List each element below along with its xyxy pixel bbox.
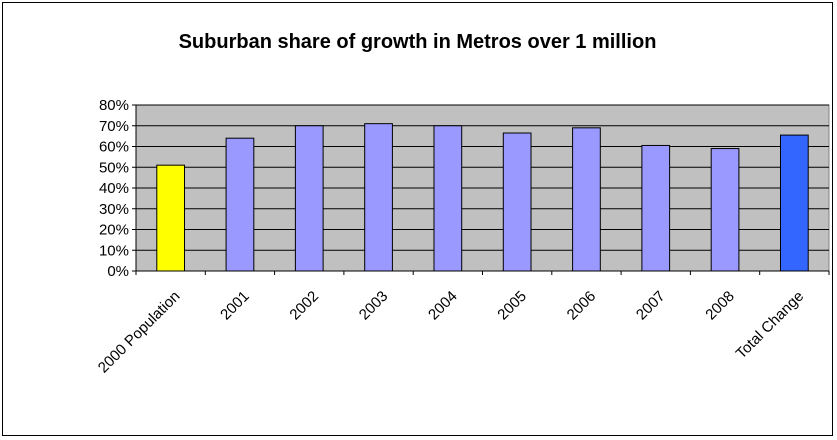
y-tick-label: 70%: [99, 118, 129, 135]
bar: [225, 137, 255, 272]
bar: [572, 127, 601, 272]
y-tick-label: 80%: [99, 97, 129, 114]
bar: [641, 144, 671, 272]
x-tick-label: 2005: [494, 288, 530, 324]
y-tick-label: 60%: [99, 139, 129, 156]
x-tick-label: 2008: [702, 288, 738, 324]
x-tick-label: Total Change: [733, 288, 808, 363]
bar: [433, 125, 463, 272]
x-tick-label: 2002: [286, 288, 322, 324]
x-tick-label: 2000 Population: [95, 288, 184, 377]
y-tick-label: 30%: [99, 201, 129, 218]
bar: [502, 132, 532, 272]
x-tick-label: 2004: [425, 288, 461, 324]
x-tick-label: 2003: [356, 288, 392, 324]
y-tick-label: 10%: [99, 242, 129, 259]
y-tick-label: 20%: [99, 222, 129, 239]
bar: [364, 123, 393, 272]
bar: [294, 125, 324, 272]
y-tick-label: 0%: [107, 263, 129, 280]
bar: [710, 148, 740, 272]
bar: [779, 134, 809, 272]
y-tick-label: 40%: [99, 180, 129, 197]
chart-title: Suburban share of growth in Metros over …: [178, 31, 657, 53]
y-tick-label: 50%: [99, 159, 129, 176]
x-tick-label: 2001: [217, 288, 253, 324]
x-tick-label: 2007: [633, 288, 669, 324]
bar: [156, 164, 186, 272]
x-tick-label: 2006: [564, 288, 600, 324]
